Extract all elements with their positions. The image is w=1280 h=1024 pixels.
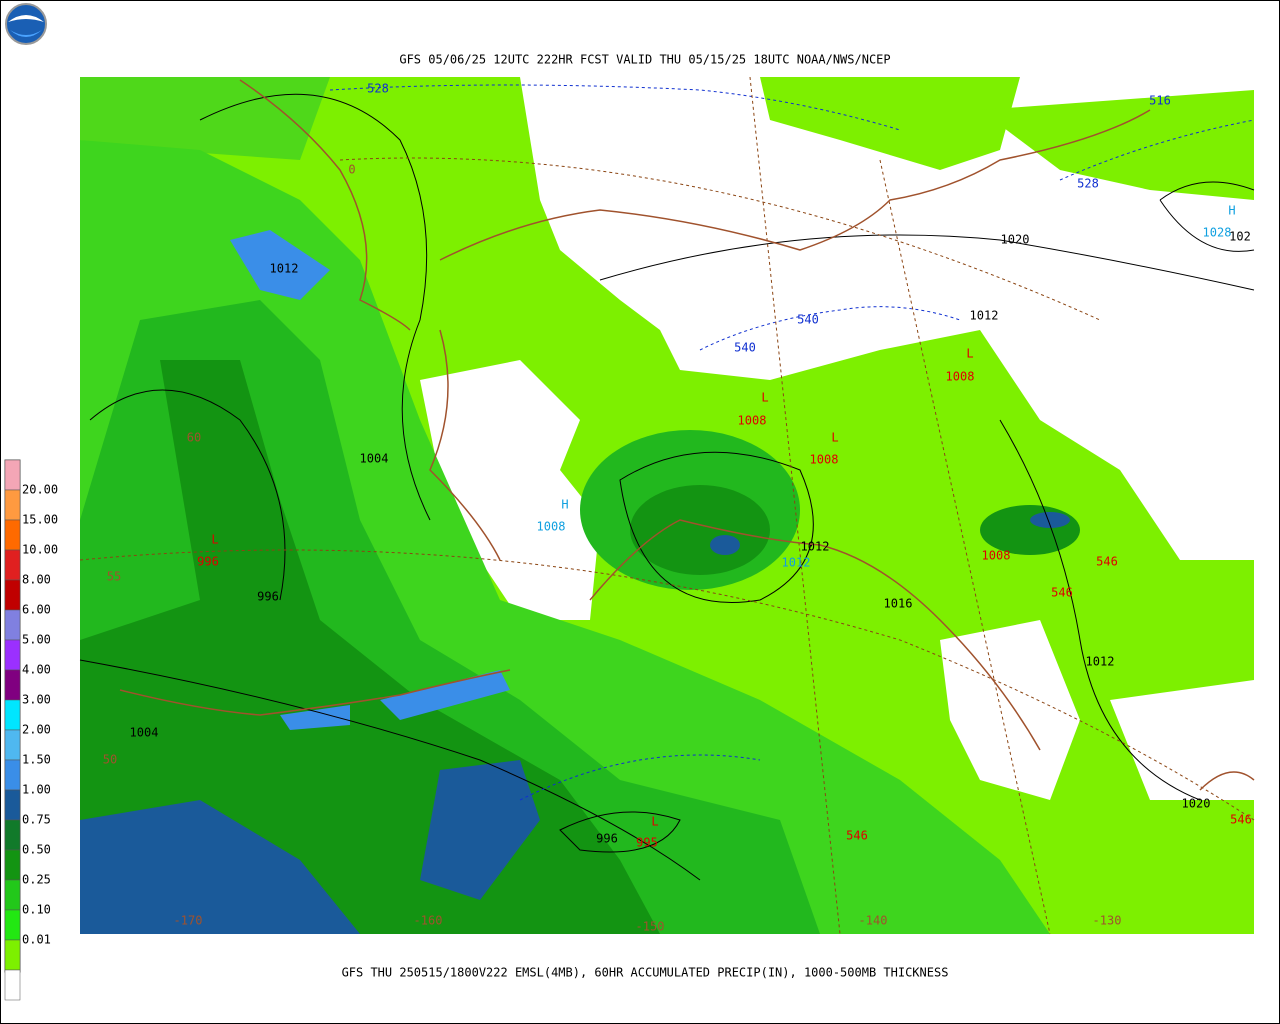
legend-label: 15.00 [22,513,58,527]
pressure-center: L [211,533,218,547]
contour-label: 1008 [982,549,1011,563]
contour-label: 1008 [537,520,566,534]
legend-swatch [4,819,21,851]
contour-label: -160 [414,914,443,928]
contour-label: 50 [103,753,117,767]
contour-label: 995 [636,836,658,850]
contour-label: 528 [1077,177,1099,191]
pressure-center: H [1228,204,1235,218]
legend-label: 2.00 [22,723,51,737]
pressure-center: H [561,498,568,512]
legend-label: 0.50 [22,843,51,857]
contour-label: 55 [107,570,121,584]
contour-label: 546 [846,829,868,843]
legend-label: 8.00 [22,573,51,587]
contour-label: 516 [1149,94,1171,108]
legend-swatch [4,879,21,911]
contour-label: 996 [257,590,279,604]
contour-label: 60 [187,431,201,445]
title: GFS 05/06/25 12UTC 222HR FCST VALID THU … [399,53,890,67]
legend-swatch [4,639,21,671]
contour-label: 1012 [801,540,830,554]
contour-label: 1028 [1203,226,1232,240]
contour-label: -140 [859,914,888,928]
contour-label: 1008 [946,370,975,384]
legend-swatch [4,939,21,971]
legend-swatch [4,699,21,731]
legend-swatch [4,459,21,491]
contour-label: 1008 [738,414,767,428]
contour-label: 1008 [810,453,839,467]
legend: 20.00 15.00 10.00 8.00 6.00 5.00 4.00 3.00 2.00 1… [4,459,58,1001]
legend-label: 0.25 [22,873,51,887]
contour-label: -150 [636,920,665,934]
legend-label: 4.00 [22,663,51,677]
legend-label: 5.00 [22,633,51,647]
legend-label: 0.10 [22,903,51,917]
legend-label: 0.75 [22,813,51,827]
pressure-center: L [966,347,973,361]
contour-label: 528 [367,82,389,96]
legend-swatch [4,609,21,641]
contour-label: 1012 [1086,655,1115,669]
contour-label: 546 [1051,586,1073,600]
legend-swatch [4,489,21,521]
contour-label: 996 [197,555,219,569]
contour-label: 546 [1230,813,1252,827]
pressure-center: L [761,391,768,405]
contour-label: 540 [734,341,756,355]
contour-label: -130 [1093,914,1122,928]
legend-swatch [4,579,21,611]
caption: GFS THU 250515/1800V222 EMSL(4MB), 60HR … [342,966,949,980]
contour-label: 540 [797,313,819,327]
contour-label: 1012 [270,262,299,276]
legend-label: 6.00 [22,603,51,617]
pressure-center: L [651,815,658,829]
legend-swatch [4,669,21,701]
legend-label: 1.00 [22,783,51,797]
contour-label: 102 [1229,230,1251,244]
contour-label: 546 [1096,555,1118,569]
legend-swatch [4,519,21,551]
legend-swatch [4,969,21,1001]
legend-label: 3.00 [22,693,51,707]
contour-label: -170 [174,914,203,928]
legend-swatch [4,909,21,941]
legend-swatch [4,729,21,761]
contour-label: 1004 [130,726,159,740]
contour-label: 1004 [360,452,389,466]
contour-label: 1012 [970,309,999,323]
noaa-logo [5,3,47,45]
contour-label: 1020 [1001,233,1030,247]
contour-label: 1012 [782,556,811,570]
contour-label: 1020 [1182,797,1211,811]
legend-label: 0.01 [22,933,51,947]
legend-swatch [4,549,21,581]
contour-label: 1016 [884,597,913,611]
legend-swatch [4,849,21,881]
legend-label: 20.00 [22,483,58,497]
contour-label: 0 [348,163,355,177]
legend-swatch [4,789,21,821]
pressure-center: L [831,431,838,445]
legend-swatch [4,759,21,791]
legend-label: 1.50 [22,753,51,767]
legend-label: 10.00 [22,543,58,557]
contour-label: 996 [596,832,618,846]
